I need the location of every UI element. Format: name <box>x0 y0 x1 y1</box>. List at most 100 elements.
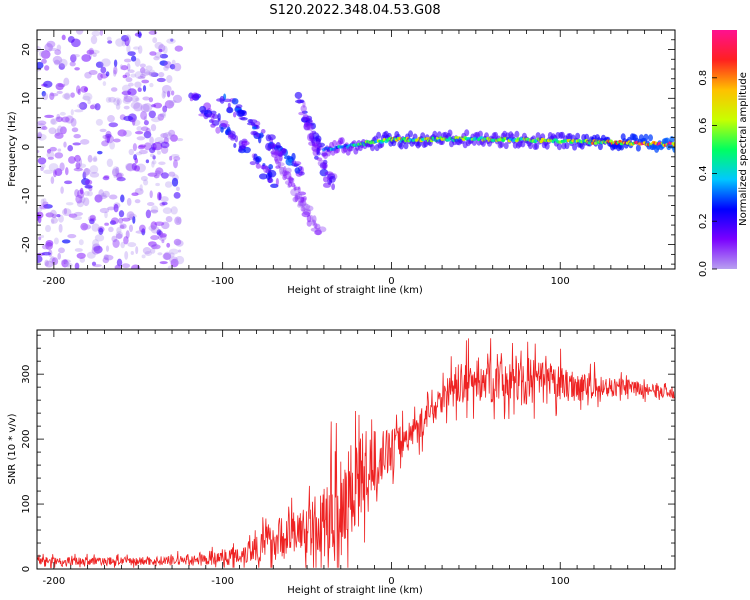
spectral-blob <box>131 192 139 197</box>
spectral-blob <box>70 118 77 127</box>
spectral-blob <box>370 144 375 152</box>
spectral-blob <box>160 172 169 179</box>
spectral-blob <box>93 155 98 162</box>
spectral-blob <box>219 120 229 126</box>
figure-title: S120.2022.348.04.53.G08 <box>269 3 440 18</box>
spectral-blob <box>332 140 338 147</box>
spectral-blob <box>285 167 292 174</box>
spectral-blob <box>106 135 111 143</box>
spectral-blob <box>92 52 97 58</box>
spectral-blob <box>64 92 71 101</box>
spectral-blob <box>170 90 175 96</box>
spectral-blob <box>284 170 290 176</box>
spectral-blob <box>51 257 59 266</box>
spectral-blob <box>94 103 101 111</box>
spectral-blob <box>106 36 112 41</box>
spectral-blob <box>173 156 181 161</box>
spectral-blob <box>231 134 237 140</box>
spectral-blob <box>119 64 124 70</box>
spectral-blob <box>37 120 47 126</box>
x-tick-label: 0 <box>388 276 394 287</box>
spectral-blob <box>298 171 305 176</box>
spectral-blob <box>54 168 63 177</box>
spectral-blob <box>38 236 42 241</box>
spectral-blob <box>148 241 157 247</box>
spectral-blob <box>284 180 292 185</box>
spectral-blob <box>117 129 127 137</box>
spectral-blob <box>162 111 167 119</box>
spectral-blob <box>276 162 285 167</box>
spectral-blob <box>132 117 136 126</box>
spectral-blob <box>89 165 99 174</box>
spectral-blob <box>87 190 93 197</box>
spectral-blob <box>49 257 57 264</box>
spectral-blob <box>249 161 257 166</box>
spectral-blob <box>140 126 149 132</box>
spectral-blob <box>278 152 283 158</box>
spectral-blob <box>84 167 89 177</box>
spectral-blob <box>42 198 47 203</box>
spectral-blob <box>52 55 63 65</box>
spectral-blob <box>279 166 286 171</box>
spectral-blob <box>173 238 182 246</box>
spectral-blob <box>166 90 171 98</box>
colorbar-ticks: 0.0 0.2 0.4 0.6 0.8 <box>698 70 717 277</box>
spectral-blob <box>252 131 259 136</box>
spectral-blob <box>54 49 62 56</box>
spectral-blob <box>61 239 71 244</box>
spectral-blob <box>75 85 81 94</box>
spectral-blob <box>153 143 161 148</box>
spectral-blob <box>56 214 61 218</box>
spectral-blob <box>301 208 311 212</box>
spectral-blob <box>150 235 160 241</box>
spectral-blob <box>108 194 118 200</box>
spectral-blob <box>150 209 159 213</box>
spectral-blob <box>43 169 54 174</box>
spectral-blob <box>282 174 287 181</box>
spectral-blob <box>42 92 49 101</box>
spectral-blob <box>39 163 46 169</box>
spectral-blob <box>102 135 108 139</box>
spectral-blob <box>84 184 93 189</box>
spectral-blob <box>83 197 90 207</box>
spectral-blob <box>76 252 86 259</box>
spectral-blob <box>403 142 409 150</box>
spectral-blob <box>113 203 119 213</box>
spectral-blob <box>53 169 57 178</box>
spectral-blob <box>138 224 146 233</box>
spectral-blob <box>55 82 64 91</box>
spectral-blob <box>65 202 74 206</box>
spectral-blob <box>125 163 136 172</box>
spectral-blob <box>159 113 166 117</box>
spectral-blob <box>60 186 64 194</box>
spectral-blob <box>50 118 58 125</box>
spectral-blob <box>306 220 312 227</box>
spectral-blob <box>70 92 75 98</box>
spectral-blob <box>48 163 59 172</box>
spectral-blob <box>131 55 137 62</box>
spectral-blob <box>87 215 97 221</box>
spectral-blob <box>297 191 307 196</box>
spectral-blob <box>135 246 139 255</box>
spectral-blob <box>78 239 84 246</box>
spectral-blob <box>294 91 303 99</box>
spectral-blob <box>291 160 297 165</box>
spectral-blob <box>306 133 313 142</box>
spectral-blob <box>91 223 100 232</box>
spectral-blob <box>45 239 54 247</box>
spectral-blob <box>87 154 93 163</box>
spectral-blob <box>148 30 158 35</box>
spectral-blob <box>109 220 117 225</box>
spectral-blob <box>139 73 146 79</box>
spectral-blob <box>132 119 141 126</box>
spectral-blob <box>47 156 54 160</box>
spectral-blob <box>124 250 129 260</box>
y-tick-label: 0 <box>21 566 32 572</box>
spectral-blob <box>313 222 318 229</box>
spectral-blob <box>125 163 134 171</box>
spectral-blob <box>103 175 110 179</box>
spectral-blob <box>112 166 120 175</box>
spectral-blob <box>242 143 246 150</box>
spectral-blob <box>44 243 53 248</box>
spectral-blob <box>130 101 141 109</box>
